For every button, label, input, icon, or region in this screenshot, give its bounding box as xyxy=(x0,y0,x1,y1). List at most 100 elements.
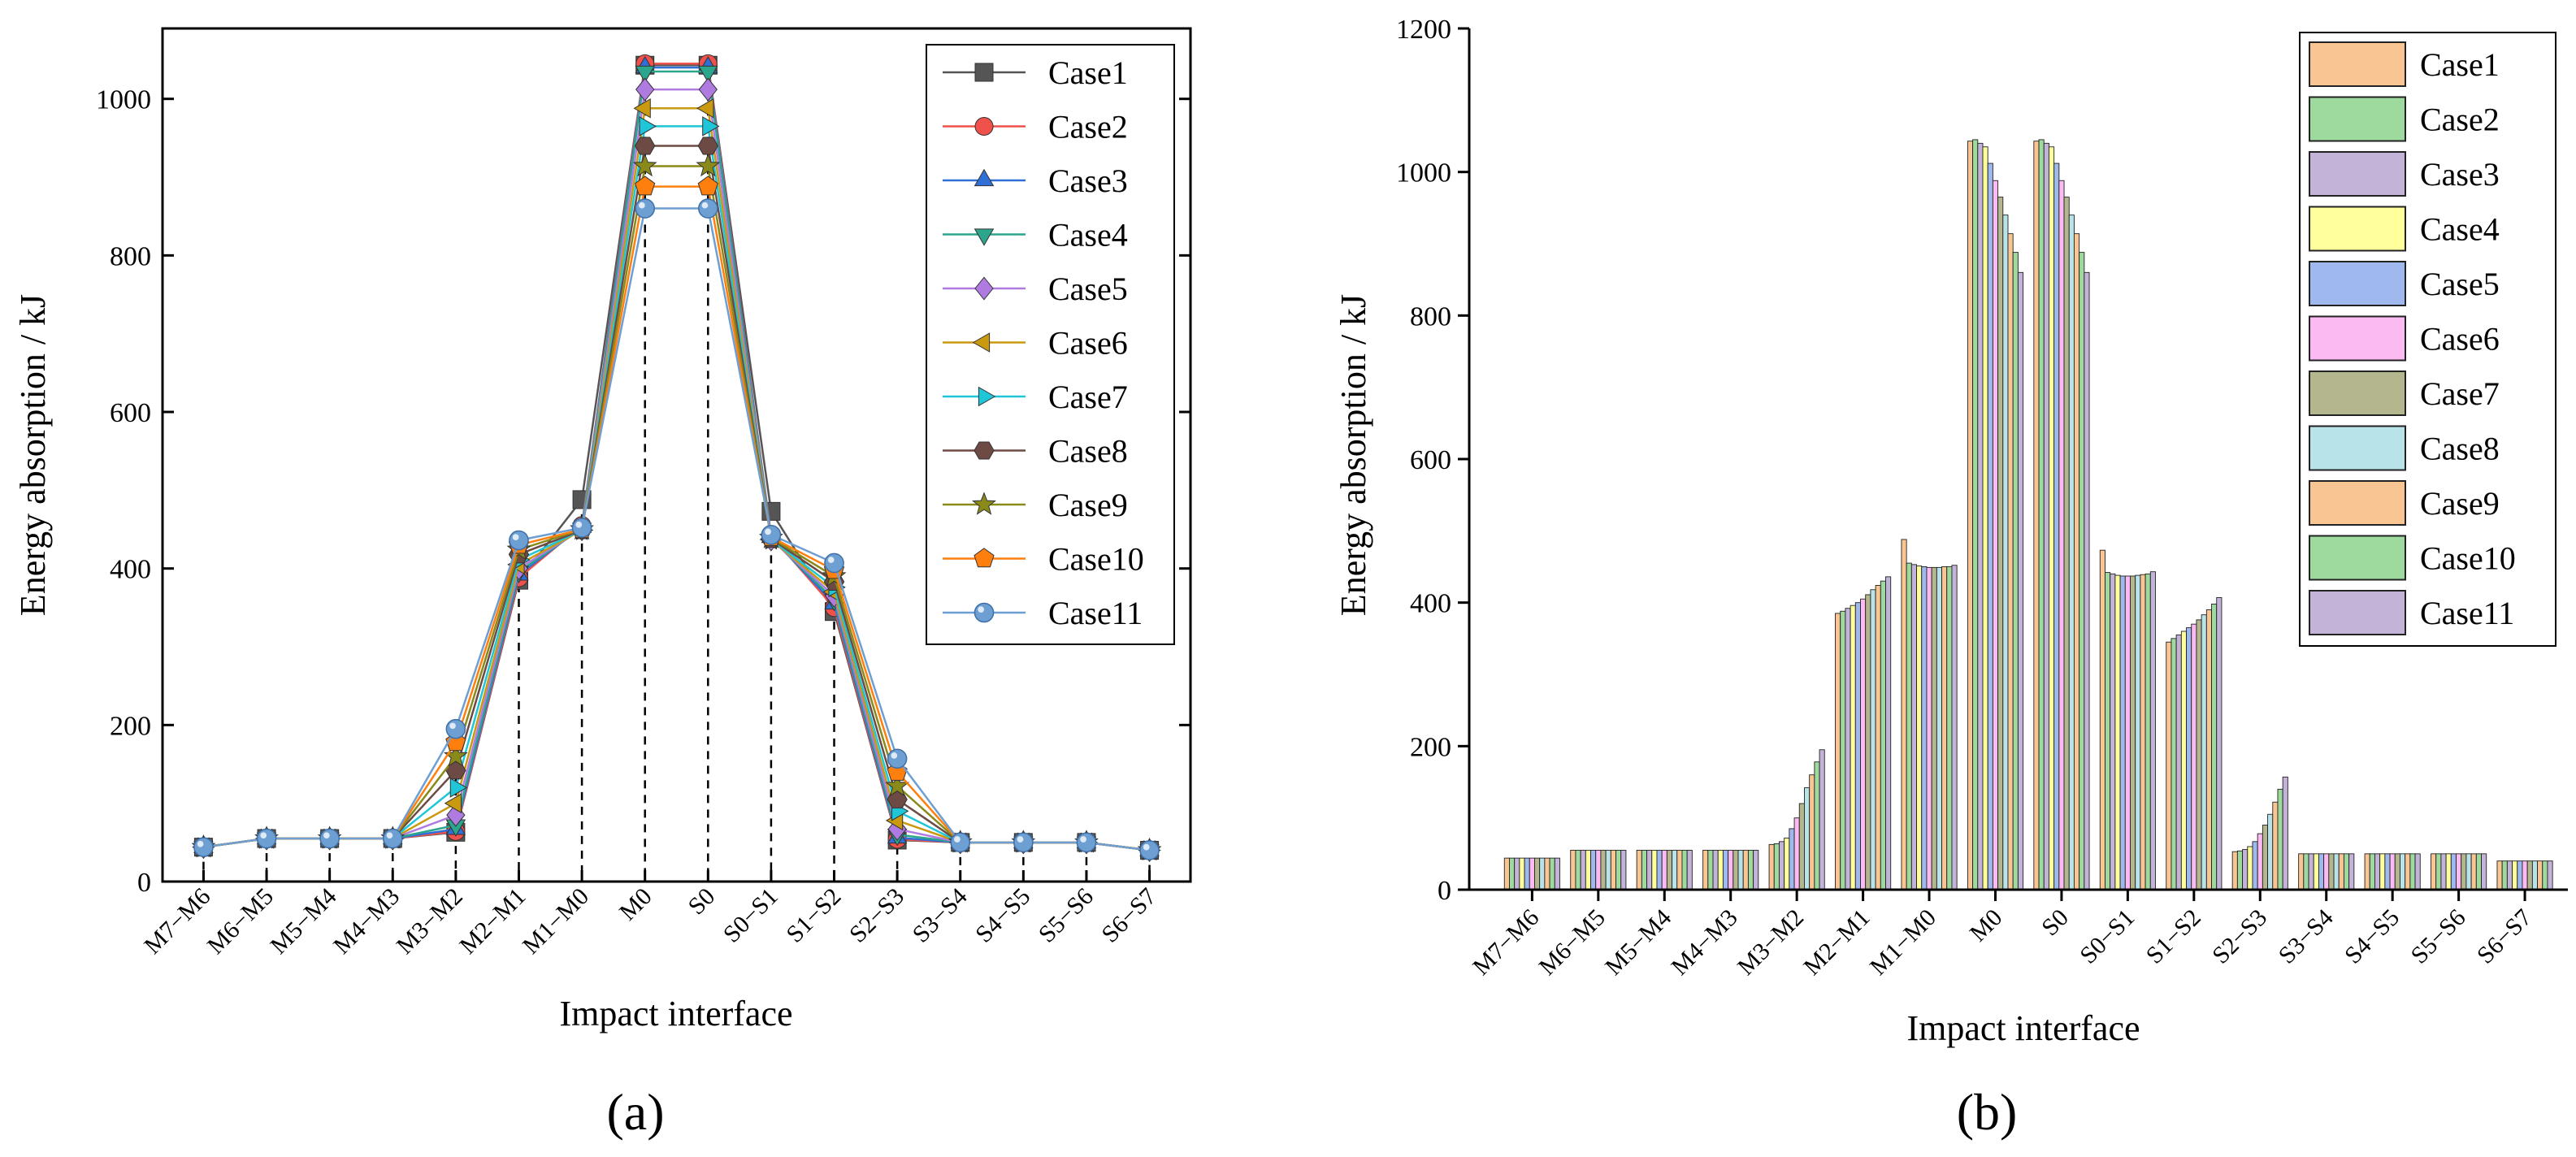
chart-a-legend-label-case5: Case5 xyxy=(1048,271,1128,307)
chart-a-legend-label-case10: Case10 xyxy=(1048,541,1144,578)
chart-a-xtick-label-s0: S0 xyxy=(683,883,721,921)
chart-b-bar-case8-s4-s5 xyxy=(2400,853,2406,890)
chart-b-xtick-label-m6-m5: M6−M5 xyxy=(1534,904,1611,981)
chart-b-bar-case11-s4-s5 xyxy=(2414,853,2421,890)
chart-a-legend-marker-case2 xyxy=(974,117,994,136)
chart-b-bar-case10-m2-m1 xyxy=(1880,580,1886,890)
chart-b-bar-case6-m0 xyxy=(1992,180,1999,890)
chart-b-bar-case11-s5-s6 xyxy=(2481,853,2487,890)
chart-b-bar-case1-s5-s6 xyxy=(2431,853,2437,890)
chart-a-ytick-label-1000: 1000 xyxy=(96,85,151,115)
chart-b-legend-swatch-case11 xyxy=(2309,590,2406,635)
chart-a-point-case5-m0 xyxy=(635,77,655,102)
chart-b-bar-case1-m3-m2 xyxy=(1768,843,1775,890)
chart-b-legend: Case1 Case2 Case3 Case4 Case5 Case6 Case7 Case8… xyxy=(2299,32,2556,647)
chart-b-bar-case3-m4-m3 xyxy=(1712,849,1719,890)
chart-b-bar-case5-s0-s1 xyxy=(2119,575,2126,890)
chart-b-bar-case7-s0-s1 xyxy=(2130,575,2136,890)
chart-b-xtick-label-s6-s7: S6−S7 xyxy=(2472,904,2537,969)
chart-b-ytick-label-800: 800 xyxy=(1410,301,1451,332)
chart-a-point-case11-m1-m0-highlight xyxy=(575,521,583,528)
chart-b-bar-case4-s6-s7 xyxy=(2512,860,2518,890)
chart-b-bar-case9-m3-m2 xyxy=(1809,774,1815,890)
chart-b-bar-case3-m5-m4 xyxy=(1646,849,1653,890)
chart-b-legend-label-case5: Case5 xyxy=(2420,266,2500,302)
chart-b-bar-case1-s6-s7 xyxy=(2496,860,2503,890)
chart-a-legend-label-case6: Case6 xyxy=(1048,325,1128,362)
chart-b-bar-case6-s1-s2 xyxy=(2191,623,2197,890)
chart-a-point-case7-m0 xyxy=(639,116,657,136)
chart-b-bar-case3-m6-m5 xyxy=(1580,849,1586,890)
chart-a-xtick-label-s3-s4: S3−S4 xyxy=(908,883,973,948)
chart-b-bar-case4-m6-m5 xyxy=(1585,849,1591,890)
chart-b-bar-case3-s0-s1 xyxy=(2110,573,2116,890)
chart-b-bar-case8-s5-s6 xyxy=(2465,853,2472,890)
chart-b-bar-case10-s6-s7 xyxy=(2542,860,2548,890)
chart-a-point-case11-s0-highlight xyxy=(701,202,709,209)
chart-a-xtick-label-m1-m0: M1−M0 xyxy=(518,883,594,960)
chart-b-bar-case8-m4-m3 xyxy=(1737,849,1744,890)
chart-b-bar-case2-m3-m2 xyxy=(1773,843,1780,890)
chart-b-legend-swatch-case9 xyxy=(2309,480,2406,526)
chart-a-point-case11-m5-m4 xyxy=(319,828,340,849)
chart-b-bar-case11-m4-m3 xyxy=(1753,849,1759,890)
chart-b-ytick-label-0: 0 xyxy=(1438,876,1451,906)
chart-b-bar-case6-s2-s3 xyxy=(2257,833,2263,890)
chart-b-xlabel: Impact interface xyxy=(1906,1008,2140,1048)
chart-a-plot-frame xyxy=(161,27,1192,883)
chart-b-xtick-label-s0-s1: S0−S1 xyxy=(2075,904,2140,969)
chart-a-point-case8-m0 xyxy=(635,136,656,155)
chart-b-bar-case1-m4-m3 xyxy=(1702,849,1709,890)
chart-b-legend-label-case2: Case2 xyxy=(2420,102,2500,138)
chart-b-bar-case3-m7-m6 xyxy=(1514,857,1520,890)
chart-b-bar-case2-s1-s2 xyxy=(2171,638,2177,890)
chart-b-bar-case8-s0 xyxy=(2068,214,2075,890)
chart-b-bar-case3-s4-s5 xyxy=(2374,853,2381,890)
chart-b-bar-case11-s0 xyxy=(2084,271,2090,890)
chart-b-bar-case11-s3-s4 xyxy=(2348,853,2355,890)
chart-b-bar-case11-m7-m6 xyxy=(1554,857,1560,890)
chart-a-legend-marker-case6 xyxy=(972,332,991,353)
chart-b-bar-case7-s0 xyxy=(2063,197,2070,890)
chart-b-bar-case3-m3-m2 xyxy=(1779,841,1785,890)
chart-a-point-case11-m1-m0 xyxy=(571,518,592,538)
chart-b-bar-case4-m5-m4 xyxy=(1651,849,1658,890)
panel-b-label: (b) xyxy=(1957,1083,2018,1141)
chart-b-bar-case11-s2-s3 xyxy=(2282,776,2288,890)
chart-a-point-case11-m0 xyxy=(635,198,655,219)
chart-b-legend-swatch-case3 xyxy=(2309,151,2406,197)
chart-b-bar-case9-s5-s6 xyxy=(2470,853,2477,890)
chart-b-bar-case10-m3-m2 xyxy=(1814,761,1820,890)
chart-b-bar-case4-m2-m1 xyxy=(1850,604,1856,890)
chart-b-bar-case2-s2-s3 xyxy=(2236,850,2244,890)
chart-b-bar-case6-m4-m3 xyxy=(1728,849,1734,890)
chart-a-point-case4-s0 xyxy=(698,65,718,84)
chart-b-xtick-label-m3-m2: M3−M2 xyxy=(1733,904,1809,981)
chart-a-legend-marker-case11-highlight xyxy=(978,606,984,613)
chart-a-legend-label-case1: Case1 xyxy=(1048,54,1128,91)
chart-b: 0 200 400 600 800 1000 1200 M7−M6M6−M5M5−M4M4−M… xyxy=(1334,15,2568,1048)
chart-b-legend-label-case1: Case1 xyxy=(2420,46,2500,83)
chart-a-point-case11-s0-s1 xyxy=(761,524,782,545)
chart-b-xtick-label-m1-m0: M1−M0 xyxy=(1865,904,1941,981)
chart-b-bar-case4-s0-s1 xyxy=(2114,574,2121,890)
chart-b-bar-case3-m2-m1 xyxy=(1845,608,1851,890)
chart-a-legend-label-case8: Case8 xyxy=(1048,433,1128,470)
chart-b-bar-case11-s6-s7 xyxy=(2547,860,2553,890)
chart-b-xtick-label-m5-m4: M5−M4 xyxy=(1600,904,1676,981)
chart-b-ytick-label-1200: 1200 xyxy=(1396,15,1451,45)
chart-b-bar-case2-m7-m6 xyxy=(1509,857,1516,890)
chart-a-point-case10-s0 xyxy=(697,176,718,196)
chart-b-bar-case7-s6-s7 xyxy=(2526,860,2533,890)
chart-b-bar-case9-s1-s2 xyxy=(2205,609,2212,890)
chart-a-ytick-label-200: 200 xyxy=(110,711,151,741)
chart-b-ylabel: Energy absorption / kJ xyxy=(1334,294,1373,616)
chart-b-bar-case4-m0 xyxy=(1982,146,1988,890)
chart-a-point-case9-s0 xyxy=(696,153,721,177)
chart-a-point-case11-m4-m3 xyxy=(382,828,403,849)
chart-b-bar-case9-s6-s7 xyxy=(2537,860,2543,890)
chart-a-legend-marker-case7 xyxy=(978,386,996,407)
chart-a-legend-marker-case3 xyxy=(974,168,995,187)
chart-b-bar-case1-m5-m4 xyxy=(1636,849,1642,890)
